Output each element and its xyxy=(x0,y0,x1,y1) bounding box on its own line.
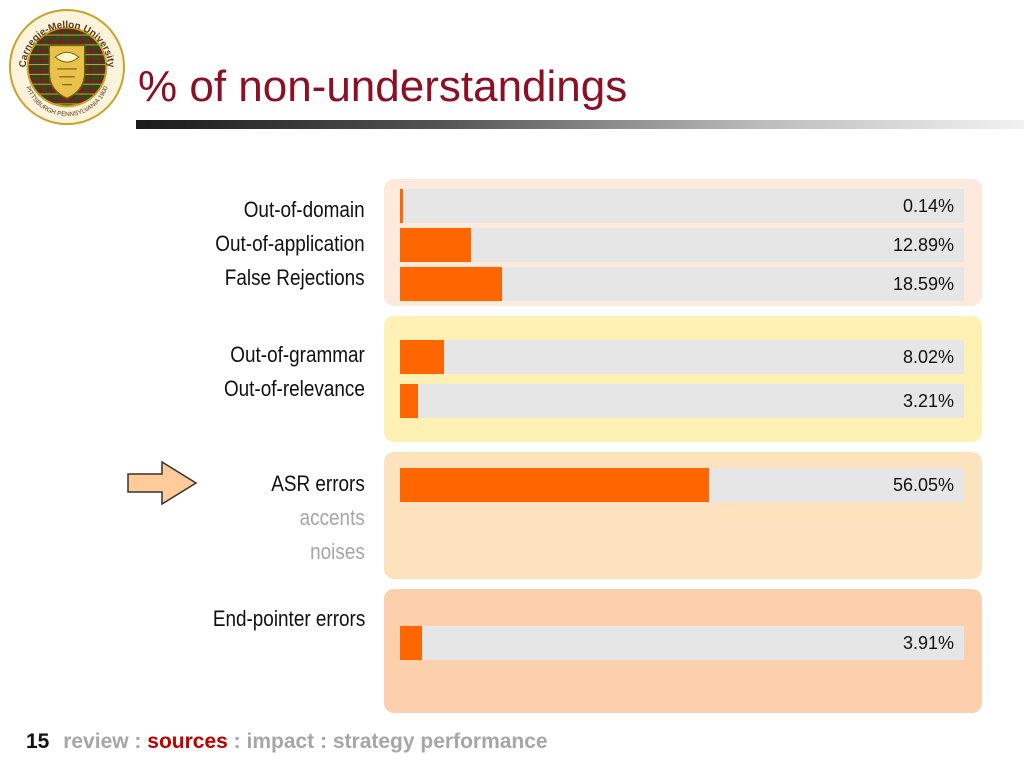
footer-nav-:: : xyxy=(128,730,148,753)
footer-nav-:: : xyxy=(227,730,247,753)
footer-nav-performance[interactable]: performance xyxy=(420,730,548,753)
footer-nav-impact[interactable]: impact xyxy=(246,730,315,753)
footer-nav-:: : xyxy=(314,730,333,753)
label-out-of-domain: Out-of-domain xyxy=(244,197,365,222)
footer-nav-strategy[interactable]: strategy xyxy=(332,730,415,753)
group-labels-domain: Out-of-domain Out-of-application False R… xyxy=(216,193,365,295)
bar-false-rejections xyxy=(400,267,503,301)
bar-track-1: 0.14% xyxy=(400,189,964,223)
bar-out-of-relevance xyxy=(400,384,418,418)
pointer-arrow-icon xyxy=(127,460,198,506)
bar-out-of-grammar xyxy=(400,340,445,374)
bar-value-label: 0.14% xyxy=(902,196,954,216)
group-panel-grammar xyxy=(384,316,982,442)
bar-track-2: 12.89% xyxy=(400,228,964,262)
footer-nav: 15 review : sources : impact : strategy … xyxy=(26,730,548,754)
title-divider xyxy=(136,120,1024,129)
group-labels-asr: ASR errors accents noises xyxy=(271,467,365,569)
label-false-rejections: False Rejections xyxy=(225,265,365,290)
bar-out-of-application xyxy=(400,228,472,262)
label-asr-errors: ASR errors xyxy=(271,471,365,496)
bar-track-5: 3.21% xyxy=(400,384,964,418)
bar-end-pointer-errors xyxy=(400,626,422,660)
bar-asr-errors xyxy=(400,468,709,502)
footer-nav-review[interactable]: review xyxy=(63,730,129,753)
label-out-of-relevance: Out-of-relevance xyxy=(224,376,365,401)
label-out-of-application: Out-of-application xyxy=(215,231,365,256)
bar-track-4: 8.02% xyxy=(400,340,964,374)
page-title: % of non-understandings xyxy=(138,62,628,111)
label-noises: noises xyxy=(310,539,365,564)
cmu-seal-logo: Carnegie-Mellon University PITTSBURGH PE… xyxy=(8,8,126,126)
bar-track-6: 56.05% xyxy=(400,468,964,502)
bar-value-label: 18.59% xyxy=(892,274,954,294)
bar-value-label: 8.02% xyxy=(902,347,954,367)
bar-value-label: 3.21% xyxy=(902,391,954,411)
bar-value-label: 12.89% xyxy=(892,235,954,255)
bar-value-label: 56.05% xyxy=(892,475,954,495)
group-labels-grammar: Out-of-grammar Out-of-relevance xyxy=(224,338,365,406)
label-out-of-grammar: Out-of-grammar xyxy=(230,342,365,367)
page-number: 15 xyxy=(26,730,50,753)
footer-nav-sources[interactable]: sources xyxy=(147,730,228,753)
bar-value-label: 3.91% xyxy=(902,633,954,653)
bar-out-of-domain xyxy=(400,189,403,223)
group-labels-endpointer: End-pointer errors xyxy=(213,602,365,636)
bar-track-7: 3.91% xyxy=(400,626,964,660)
bar-track-3: 18.59% xyxy=(400,267,964,301)
label-accents: accents xyxy=(299,505,365,530)
label-end-pointer-errors: End-pointer errors xyxy=(212,606,365,631)
